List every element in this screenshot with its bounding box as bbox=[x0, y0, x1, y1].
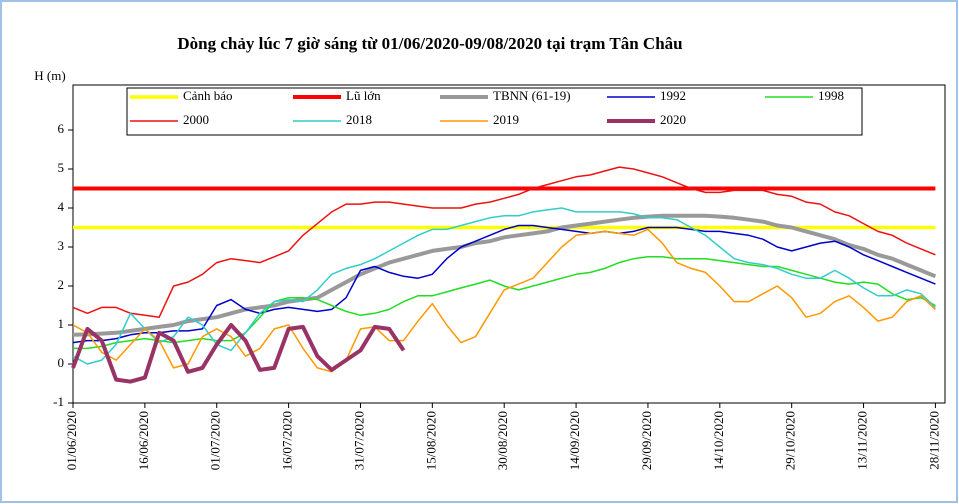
x-tick-label: 31/07/2020 bbox=[351, 411, 366, 470]
y-tick-label: 0 bbox=[58, 355, 65, 370]
y-tick-label: -1 bbox=[53, 394, 64, 409]
legend-label: 2018 bbox=[346, 112, 372, 127]
x-tick-label: 01/07/2020 bbox=[208, 411, 223, 470]
y-tick-label: 4 bbox=[58, 199, 65, 214]
x-tick-label: 14/09/2020 bbox=[567, 411, 582, 470]
series-line bbox=[73, 256, 936, 350]
legend-label: Lũ lớn bbox=[346, 88, 381, 103]
chart-title: Dòng chảy lúc 7 giờ sáng từ 01/06/2020-0… bbox=[177, 34, 682, 53]
legend-label: 2000 bbox=[183, 112, 209, 127]
series-line bbox=[72, 224, 936, 344]
legend-label: 1992 bbox=[660, 88, 686, 103]
x-tick-label: 13/11/2020 bbox=[855, 411, 870, 470]
y-axis-label: H (m) bbox=[34, 68, 65, 83]
plot-frame bbox=[72, 84, 946, 404]
y-tick-label: 2 bbox=[58, 277, 65, 292]
x-tick-label: 29/10/2020 bbox=[783, 411, 798, 470]
y-tick-label: 6 bbox=[58, 121, 65, 136]
legend-label: 2019 bbox=[493, 112, 519, 127]
x-tick-label: 16/07/2020 bbox=[280, 411, 295, 470]
x-tick-label: 01/06/2020 bbox=[64, 411, 79, 470]
x-tick-label: 14/10/2020 bbox=[711, 411, 726, 470]
y-tick-label: 3 bbox=[58, 238, 65, 253]
x-tick-label: 16/06/2020 bbox=[136, 411, 151, 470]
y-tick-label: 5 bbox=[58, 160, 65, 175]
legend-box bbox=[126, 87, 863, 136]
x-tick-label: 15/08/2020 bbox=[423, 411, 438, 470]
x-tick-label: 28/11/2020 bbox=[926, 411, 941, 470]
legend-label: Cảnh báo bbox=[183, 88, 232, 103]
y-tick-label: 1 bbox=[58, 316, 65, 331]
x-tick-label: 29/09/2020 bbox=[639, 411, 654, 470]
series-line bbox=[71, 323, 406, 384]
legend-label: TBNN (61-19) bbox=[493, 88, 571, 103]
series-line bbox=[72, 166, 936, 318]
legend-label: 1998 bbox=[818, 88, 844, 103]
x-tick-label: 30/08/2020 bbox=[495, 411, 510, 470]
series-line bbox=[72, 213, 937, 337]
series-line bbox=[72, 228, 936, 373]
legend-label: 2020 bbox=[660, 112, 686, 127]
